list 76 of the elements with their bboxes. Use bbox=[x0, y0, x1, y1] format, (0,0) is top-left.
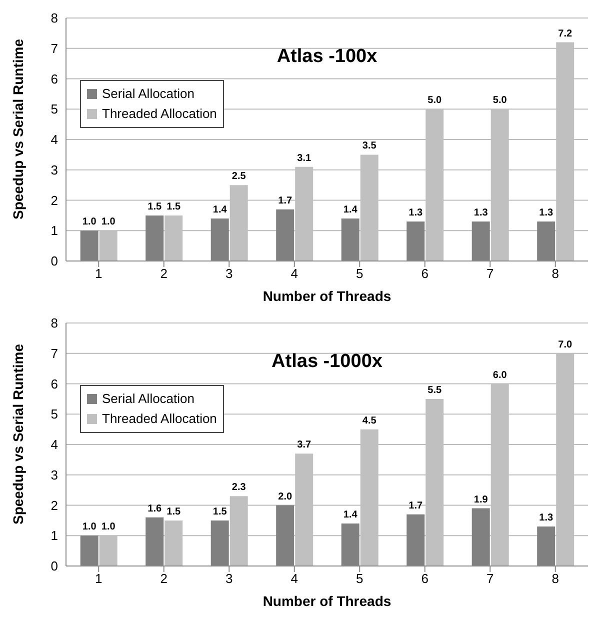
data-label: 1.7 bbox=[408, 500, 423, 512]
y-tick-label: 2 bbox=[50, 192, 58, 208]
x-axis-title: Number of Threads bbox=[262, 593, 392, 609]
x-tick-label: 8 bbox=[552, 571, 559, 586]
data-label: 2.0 bbox=[278, 491, 292, 502]
y-tick-label: 1 bbox=[50, 223, 58, 238]
data-label: 2.5 bbox=[232, 171, 246, 182]
data-label: 1.3 bbox=[539, 512, 554, 524]
x-tick-label: 8 bbox=[552, 266, 559, 282]
x-tick-label: 3 bbox=[226, 571, 233, 586]
y-tick-label: 3 bbox=[50, 162, 58, 178]
data-label: 1.0 bbox=[82, 216, 97, 228]
y-tick-label: 7 bbox=[50, 40, 58, 56]
data-label: 3.1 bbox=[297, 152, 312, 164]
y-tick-label: 5 bbox=[50, 406, 58, 422]
data-label: 1.4 bbox=[343, 204, 358, 216]
y-axis-title: Speedup vs Serial Runtime bbox=[10, 344, 26, 524]
data-label: 1.3 bbox=[408, 208, 423, 219]
data-label: 1.0 bbox=[101, 216, 116, 228]
y-tick-label: 4 bbox=[50, 132, 58, 148]
data-label: 5.0 bbox=[492, 95, 508, 106]
text: Atlas -1000x bbox=[272, 351, 382, 372]
data-label: 1.0 bbox=[101, 522, 116, 533]
x-tick-label: 1 bbox=[95, 571, 102, 586]
y-tick-label: 4 bbox=[50, 437, 58, 452]
y-tick-label: 2 bbox=[50, 498, 58, 513]
x-axis-title: Number of Threads bbox=[262, 288, 392, 304]
data-label: 1.5 bbox=[212, 506, 228, 518]
data-label: 1.5 bbox=[148, 201, 162, 212]
legend-label: Serial Allocation bbox=[102, 85, 194, 103]
data-label: 1.5 bbox=[166, 201, 181, 212]
data-label: 7.0 bbox=[558, 339, 572, 350]
data-label: 3.5 bbox=[362, 140, 377, 152]
x-tick-label: 4 bbox=[290, 571, 298, 586]
y-tick-label: 8 bbox=[50, 316, 58, 331]
data-label: 6.0 bbox=[492, 370, 508, 381]
data-label: 1.3 bbox=[474, 208, 488, 219]
y-tick-label: 0 bbox=[50, 254, 58, 269]
data-label: 1.9 bbox=[474, 494, 488, 506]
legend-label: Threaded Allocation bbox=[102, 105, 217, 123]
y-tick-label: 1 bbox=[50, 528, 58, 544]
data-label: 7.2 bbox=[558, 28, 572, 40]
data-label: 4.5 bbox=[362, 415, 377, 426]
x-tick-label: 7 bbox=[486, 266, 494, 282]
y-axis-title: Speedup vs Serial Runtime bbox=[10, 38, 26, 220]
y-tick-label: 6 bbox=[50, 71, 58, 86]
data-label: 1.4 bbox=[212, 204, 228, 216]
x-tick-label: 3 bbox=[226, 266, 233, 282]
data-label: 1.4 bbox=[343, 509, 358, 520]
x-tick-label: 2 bbox=[160, 266, 168, 282]
data-label: 1.0 bbox=[82, 522, 97, 533]
text: Atlas -100x bbox=[276, 46, 378, 68]
x-tick-label: 7 bbox=[486, 571, 494, 586]
x-tick-label: 6 bbox=[421, 266, 428, 282]
legend-label: Serial Allocation bbox=[102, 390, 194, 408]
x-tick-label: 6 bbox=[421, 571, 428, 586]
data-label: 2.3 bbox=[232, 482, 246, 494]
data-label: 3.7 bbox=[297, 440, 312, 451]
x-tick-label: 2 bbox=[160, 571, 168, 586]
x-tick-label: 5 bbox=[356, 266, 364, 282]
x-tick-label: 5 bbox=[356, 571, 364, 586]
data-label: 1.6 bbox=[148, 503, 162, 514]
data-label: 1.5 bbox=[166, 506, 181, 518]
y-tick-label: 0 bbox=[50, 558, 58, 574]
y-tick-label: 7 bbox=[50, 346, 58, 361]
x-tick-label: 4 bbox=[290, 266, 298, 282]
y-tick-label: 5 bbox=[50, 102, 58, 117]
data-label: 5.0 bbox=[428, 95, 442, 106]
y-tick-label: 3 bbox=[50, 467, 58, 482]
x-tick-label: 1 bbox=[95, 266, 102, 282]
data-label: 5.5 bbox=[428, 384, 442, 396]
y-tick-label: 8 bbox=[50, 10, 58, 26]
data-label: 1.7 bbox=[278, 195, 292, 206]
legend-label: Threaded Allocation bbox=[102, 410, 217, 428]
y-tick-label: 6 bbox=[50, 376, 58, 392]
data-label: 1.3 bbox=[539, 208, 554, 219]
